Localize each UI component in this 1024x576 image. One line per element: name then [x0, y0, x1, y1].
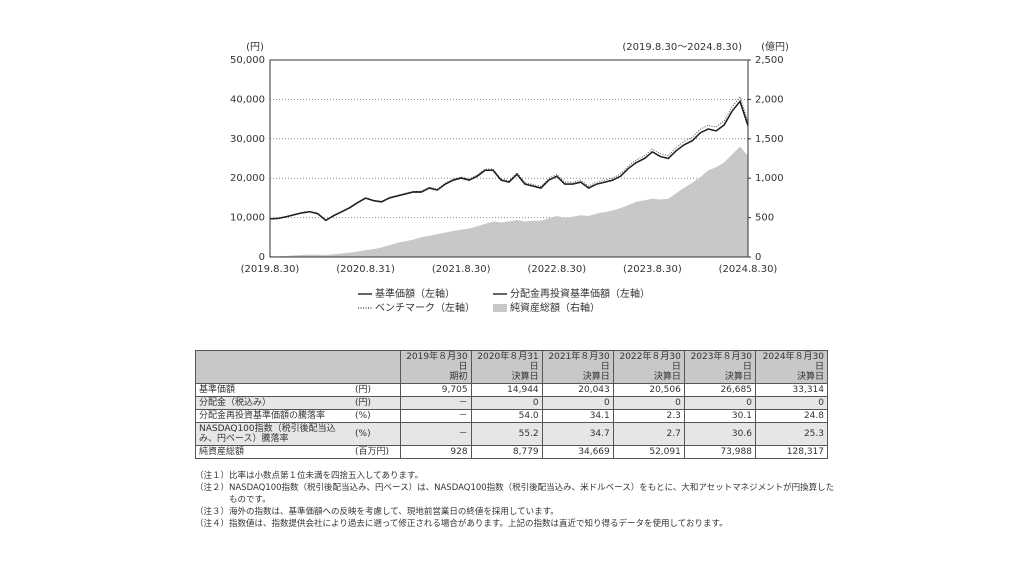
cell: (%) [352, 422, 402, 446]
yticks-label: 30,000 [230, 134, 265, 145]
cell: (円) [352, 383, 402, 397]
header-text: 決算日 [796, 372, 824, 382]
note: （注４）指数値は、指数提供会社により過去に遡って修正される場合があります。上記の… [195, 519, 728, 529]
yticks-label: 40,000 [230, 94, 265, 105]
cell: 52,091 [612, 445, 685, 459]
cell: 928 [400, 445, 472, 459]
cell: 純資産総額 [195, 445, 352, 459]
yticks-label: 50,000 [230, 55, 265, 66]
note: （注２）NASDAQ100指数（税引後配当込み、円ベース）は、NASDAQ100… [195, 483, 835, 505]
cell: 34,669 [541, 445, 614, 459]
y-unit: (円) [246, 42, 264, 53]
cell: 分配金再投資基準価額の騰落率 [195, 409, 352, 423]
notes: （注１）比率は小数点第１位未満を四捨五入してあります。 （注２）NASDAQ100… [195, 470, 835, 530]
x-tick-label: (2022.8.30) [527, 264, 586, 275]
header-text: 期初 [449, 372, 468, 382]
cell: 30.1 [683, 409, 756, 423]
cell: 2019年８月30日 期初 [400, 350, 472, 384]
line [269, 99, 749, 222]
cell: 8,779 [470, 445, 543, 459]
cell: 26,685 [683, 383, 756, 397]
header-text: 2024年８月30日 [762, 352, 824, 372]
cell: 2.3 [612, 409, 685, 423]
cell: － [400, 409, 472, 423]
cell: － [400, 396, 472, 410]
line [269, 95, 749, 221]
cell: 24.8 [754, 409, 829, 423]
cell: 20,506 [612, 383, 685, 397]
cell: 2023年８月30日 決算日 [683, 350, 756, 384]
y2ticks-label: 500 [755, 213, 774, 224]
cell: 33,314 [754, 383, 829, 397]
cell: 2021年８月30日 決算日 [541, 350, 614, 384]
cell: 25.3 [754, 422, 829, 446]
header-text: 決算日 [724, 372, 752, 382]
cell: 分配金（税込み） [195, 396, 352, 410]
x-tick-label: (2020.8.31) [336, 264, 395, 275]
plot-frame [269, 59, 749, 258]
cell: 0 [612, 396, 685, 410]
cell: 2.7 [612, 422, 685, 446]
cell: (百万円) [352, 445, 402, 459]
header-text: 2023年８月30日 [690, 352, 752, 372]
header-text: 決算日 [653, 372, 681, 382]
legend-label: 分配金再投資基準価額（左軸） [510, 287, 650, 300]
header-text: 決算日 [582, 372, 610, 382]
note: （注３）海外の指数は、基準価額への反映を考慮して、現地前営業日の終値を採用してい… [195, 507, 559, 517]
header-text: 決算日 [511, 372, 539, 382]
y2ticks-label: 1,000 [755, 173, 784, 184]
header-text: 2019年８月30日 [406, 352, 468, 372]
y2ticks-label: 0 [755, 252, 761, 263]
cell: 34.7 [541, 422, 614, 446]
cell: NASDAQ100指数（税引後配当込み、円ベース）騰落率 [195, 422, 352, 446]
legend-label: 純資産総額（右軸） [510, 301, 600, 314]
cell: 128,317 [754, 445, 829, 459]
header-text: 2022年８月30日 [619, 352, 681, 372]
note: （注１）比率は小数点第１位未満を四捨五入してあります。 [195, 471, 424, 481]
area [270, 146, 748, 257]
x-tick-label: (2019.8.30) [241, 264, 300, 275]
y2ticks-label: 2,500 [755, 55, 784, 66]
cell: 30.6 [683, 422, 756, 446]
chart: (円) (億円) (2019.8.30～2024.8.30) 0 10,000 20… [230, 40, 789, 314]
cell [194, 350, 402, 384]
header-text: 2021年８月30日 [548, 352, 610, 372]
cell: 55.2 [470, 422, 543, 446]
legend-swatch [493, 304, 507, 312]
cell: 9,705 [400, 383, 472, 397]
cell: 34.1 [541, 409, 614, 423]
x-tick-label: (2021.8.30) [432, 264, 491, 275]
cell: 2024年８月30日 決算日 [754, 350, 829, 384]
cell: 0 [683, 396, 756, 410]
yticks-label: 20,000 [230, 173, 265, 184]
table: 2019年８月30日 期初 2020年８月31日 決算日 2021年８月30日 決算日 20… [194, 350, 829, 459]
cell: (%) [352, 409, 402, 423]
period: (2019.8.30～2024.8.30) [622, 42, 742, 53]
cell: 14,944 [470, 383, 543, 397]
cell: 20,043 [541, 383, 614, 397]
cell: － [400, 422, 472, 446]
cell: 2020年８月31日 決算日 [470, 350, 543, 384]
yticks-label: 10,000 [230, 213, 265, 224]
cell: 0 [541, 396, 614, 410]
cell: 0 [754, 396, 829, 410]
cell: 73,988 [683, 445, 756, 459]
cell: 基準価額 [195, 383, 352, 397]
y2ticks-label: 1,500 [755, 134, 784, 145]
cell: (円) [352, 396, 402, 410]
x-tick-label: (2024.8.30) [719, 264, 778, 275]
y2ticks-label: 2,000 [755, 94, 784, 105]
cell: 54.0 [470, 409, 543, 423]
header-text: 2020年８月31日 [477, 352, 539, 372]
x-tick-label: (2023.8.30) [623, 264, 682, 275]
legend-label: ベンチマーク（左軸） [375, 301, 475, 314]
legend-label: 基準価額（左軸） [375, 287, 455, 300]
y2-unit: (億円) [761, 40, 789, 53]
cell: 0 [470, 396, 543, 410]
cell: 2022年８月30日 決算日 [612, 350, 685, 384]
yticks-label: 0 [259, 252, 265, 263]
